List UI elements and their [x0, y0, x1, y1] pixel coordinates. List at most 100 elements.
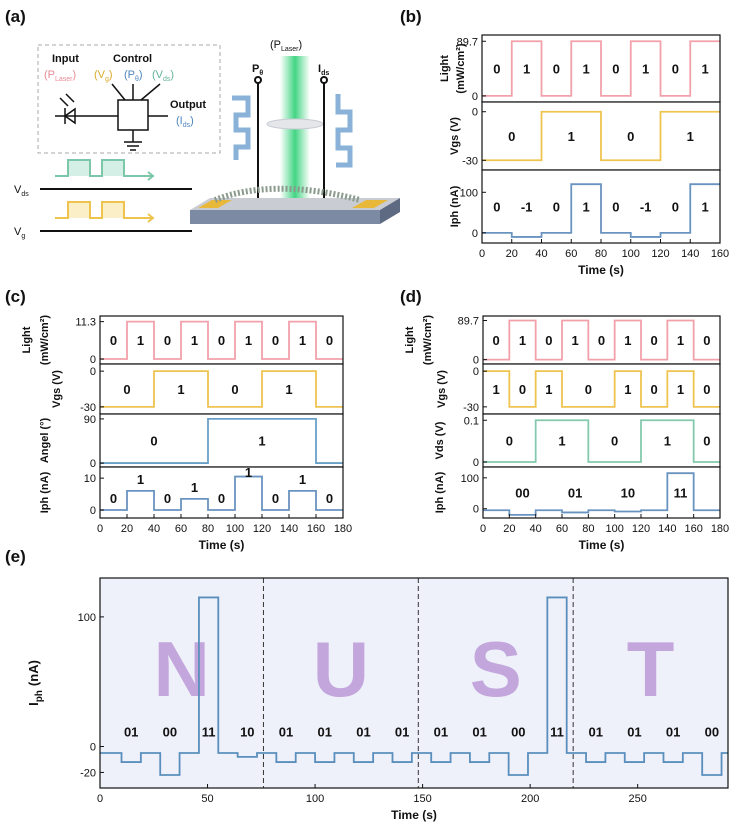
annotation: 11 [202, 725, 216, 740]
x-axis-label: Time (s) [579, 538, 625, 552]
t: g [105, 76, 109, 83]
annotation: 1 [677, 382, 684, 397]
t: P [252, 63, 259, 75]
y-axis-label: Iph (nA) [434, 471, 446, 513]
t: ) [190, 115, 194, 127]
substrate-top [190, 198, 400, 210]
y-tick-label: 0 [473, 504, 479, 516]
annotation: 1 [191, 480, 198, 495]
plot-area [100, 316, 343, 364]
x-tick-label: 140 [658, 523, 676, 535]
output-ids: (Ids) [176, 115, 194, 129]
subplot: 0 89.7 Light (mW/cm²) (b) 0 1 0 1 0 1 0 1 [400, 7, 721, 103]
annotation: 1 [245, 333, 252, 348]
annotation: 01 [627, 725, 641, 740]
annotation: 0 [493, 62, 500, 77]
annotation: 1 [545, 382, 552, 397]
t: ds [21, 191, 29, 198]
line [483, 419, 720, 463]
x-tick-label: 120 [253, 523, 271, 535]
annotation: 0 [508, 129, 515, 144]
annotation: 0 [651, 333, 658, 348]
annotation: 01 [588, 725, 602, 740]
annotation: 1 [177, 382, 184, 397]
control-vg: (Vg) [94, 69, 113, 83]
annotation: 1 [299, 472, 306, 487]
annotation: 00 [511, 725, 525, 740]
annotation: 0 [231, 382, 238, 397]
annotation: 1 [285, 382, 292, 397]
y-tick-label: 90 [84, 414, 96, 426]
frame [99, 466, 344, 519]
annotation: 0 [612, 62, 619, 77]
annotation: 0 [612, 200, 619, 215]
t: (nA) [26, 660, 41, 686]
y-axis-label: (mW/cm²) [455, 43, 467, 93]
panel-label: (e) [5, 547, 26, 566]
annotation: 01 [318, 725, 332, 740]
annotation: 1 [191, 333, 198, 348]
y-axis-label: Light [439, 55, 451, 82]
annotation: 11 [550, 725, 564, 740]
y-tick-label: 89.7 [457, 36, 478, 48]
x-tick-label: 100 [306, 793, 324, 805]
x-tick-label: 0 [479, 248, 485, 260]
laser-beam [280, 56, 310, 206]
subplot: 0 89.7 Light (mW/cm²)(d) 0 1 0 1 0 1 0 1 0 [400, 287, 721, 367]
annotation: 0 [110, 491, 117, 506]
output-label: Output [170, 99, 206, 111]
t: I [318, 63, 321, 75]
t: Laser [281, 46, 299, 53]
x-tick-label: 50 [201, 793, 213, 805]
annotation: 1 [687, 129, 694, 144]
annotation: 1 [523, 62, 530, 77]
x-tick-label: 100 [605, 523, 623, 535]
plot-area [483, 414, 720, 467]
annotation: 01 [279, 725, 293, 740]
annotation: 0 [703, 434, 710, 449]
panel-label: (a) [5, 7, 26, 26]
x-tick-label: 140 [681, 248, 699, 260]
vds-label: Vds [14, 184, 29, 198]
annotation: 1 [493, 382, 500, 397]
letter: U [313, 625, 369, 713]
electrode [352, 200, 388, 208]
y-tick-label: 0.1 [464, 415, 479, 427]
dashed-box [37, 44, 221, 154]
t: ds [163, 76, 171, 83]
annotation: 0 [553, 62, 560, 77]
line [100, 418, 343, 464]
letter: N [154, 625, 210, 713]
line [100, 475, 343, 511]
subplot: 0 11.3 Light (mW/cm²) (c) 0 1 0 1 0 1 0 1 0 [5, 287, 344, 366]
x-axis-label: Time (s) [578, 263, 624, 277]
plot-area [100, 364, 343, 414]
t: I [26, 702, 41, 706]
annotation: 01 [568, 486, 582, 501]
probes [254, 76, 328, 198]
y-axis-label: Vgs (V) [51, 370, 63, 408]
x-tick-label: 60 [175, 523, 187, 535]
x-tick-label: 0 [480, 523, 486, 535]
y-axis-label: (mW/cm²) [422, 315, 434, 365]
t: (V [152, 69, 164, 81]
annotation: 0 [218, 491, 225, 506]
subplot: -30 0 Vgs (V) 0 1 0 1 [51, 363, 344, 415]
x-tick-label: 40 [535, 248, 547, 260]
plot-area [483, 364, 720, 414]
x-tick-label: 20 [506, 248, 518, 260]
annotation: 11 [674, 486, 688, 501]
annotation: 1 [137, 472, 144, 487]
t: ) [170, 69, 174, 81]
annotation: 1 [258, 434, 265, 449]
annotation: 0 [110, 333, 117, 348]
panel-a: (a) Input (PLaser) Control (Vg) (Pθ) (Vd… [5, 7, 400, 240]
ids-wave [335, 94, 353, 168]
annotation: 1 [583, 200, 590, 215]
annotation: 1 [519, 333, 526, 348]
plot-area [100, 414, 343, 467]
y-axis-label: Vgs (V) [449, 117, 461, 155]
